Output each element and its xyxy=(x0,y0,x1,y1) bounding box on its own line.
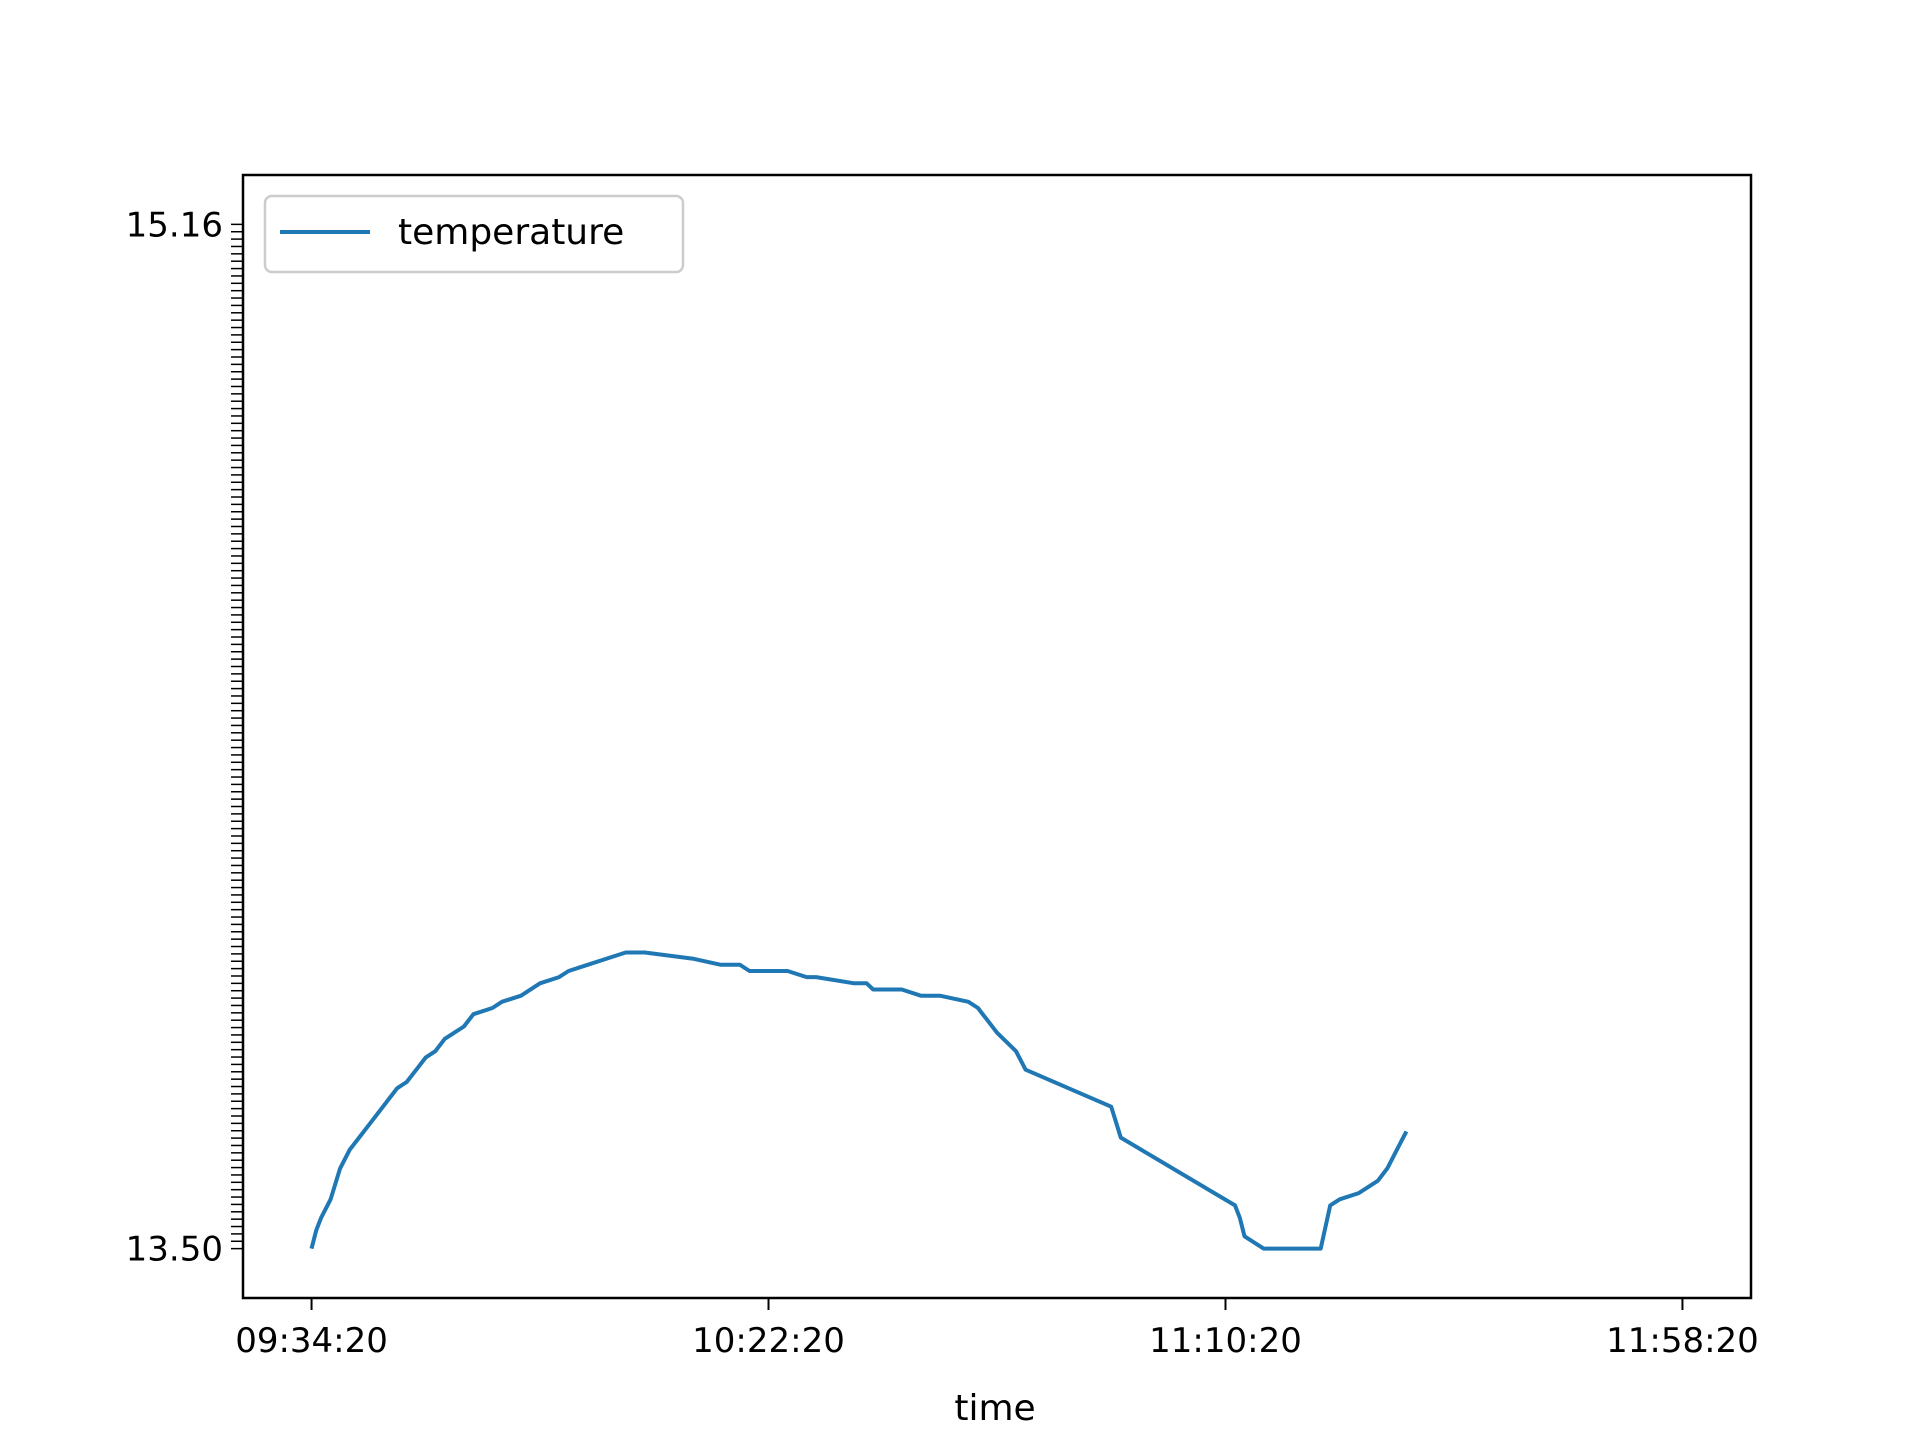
legend: temperature xyxy=(263,194,685,274)
x-axis: 09:34:20 10:22:20 11:10:20 11:58:20 xyxy=(235,1298,1759,1361)
plot-frame xyxy=(241,173,1753,1300)
x-tick-label: 11:58:20 xyxy=(1606,1321,1759,1361)
x-tick-label: 10:22:20 xyxy=(692,1321,845,1361)
y-axis: 13.50 15.16 xyxy=(126,205,243,1270)
temperature-line xyxy=(309,950,1409,1251)
legend-box xyxy=(263,194,685,274)
y-tick-label: 15.16 xyxy=(126,205,223,245)
x-axis-label: time xyxy=(954,1388,1035,1429)
x-tick-label: 09:34:20 xyxy=(235,1321,388,1361)
x-tick-label: 11:10:20 xyxy=(1149,1321,1302,1361)
temperature-line-layer xyxy=(309,950,1409,1251)
legend-temperature-label: temperature xyxy=(398,212,624,253)
y-tick-label: 13.50 xyxy=(126,1230,223,1270)
